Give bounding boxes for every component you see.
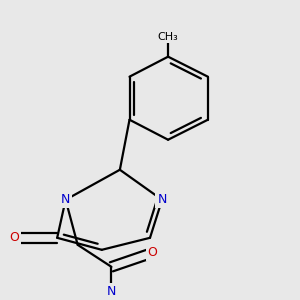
Text: CH₃: CH₃ (158, 32, 178, 42)
Text: N: N (158, 193, 167, 206)
Text: N: N (107, 285, 116, 298)
Text: O: O (9, 231, 19, 244)
Text: N: N (61, 193, 70, 206)
Text: O: O (148, 246, 157, 259)
